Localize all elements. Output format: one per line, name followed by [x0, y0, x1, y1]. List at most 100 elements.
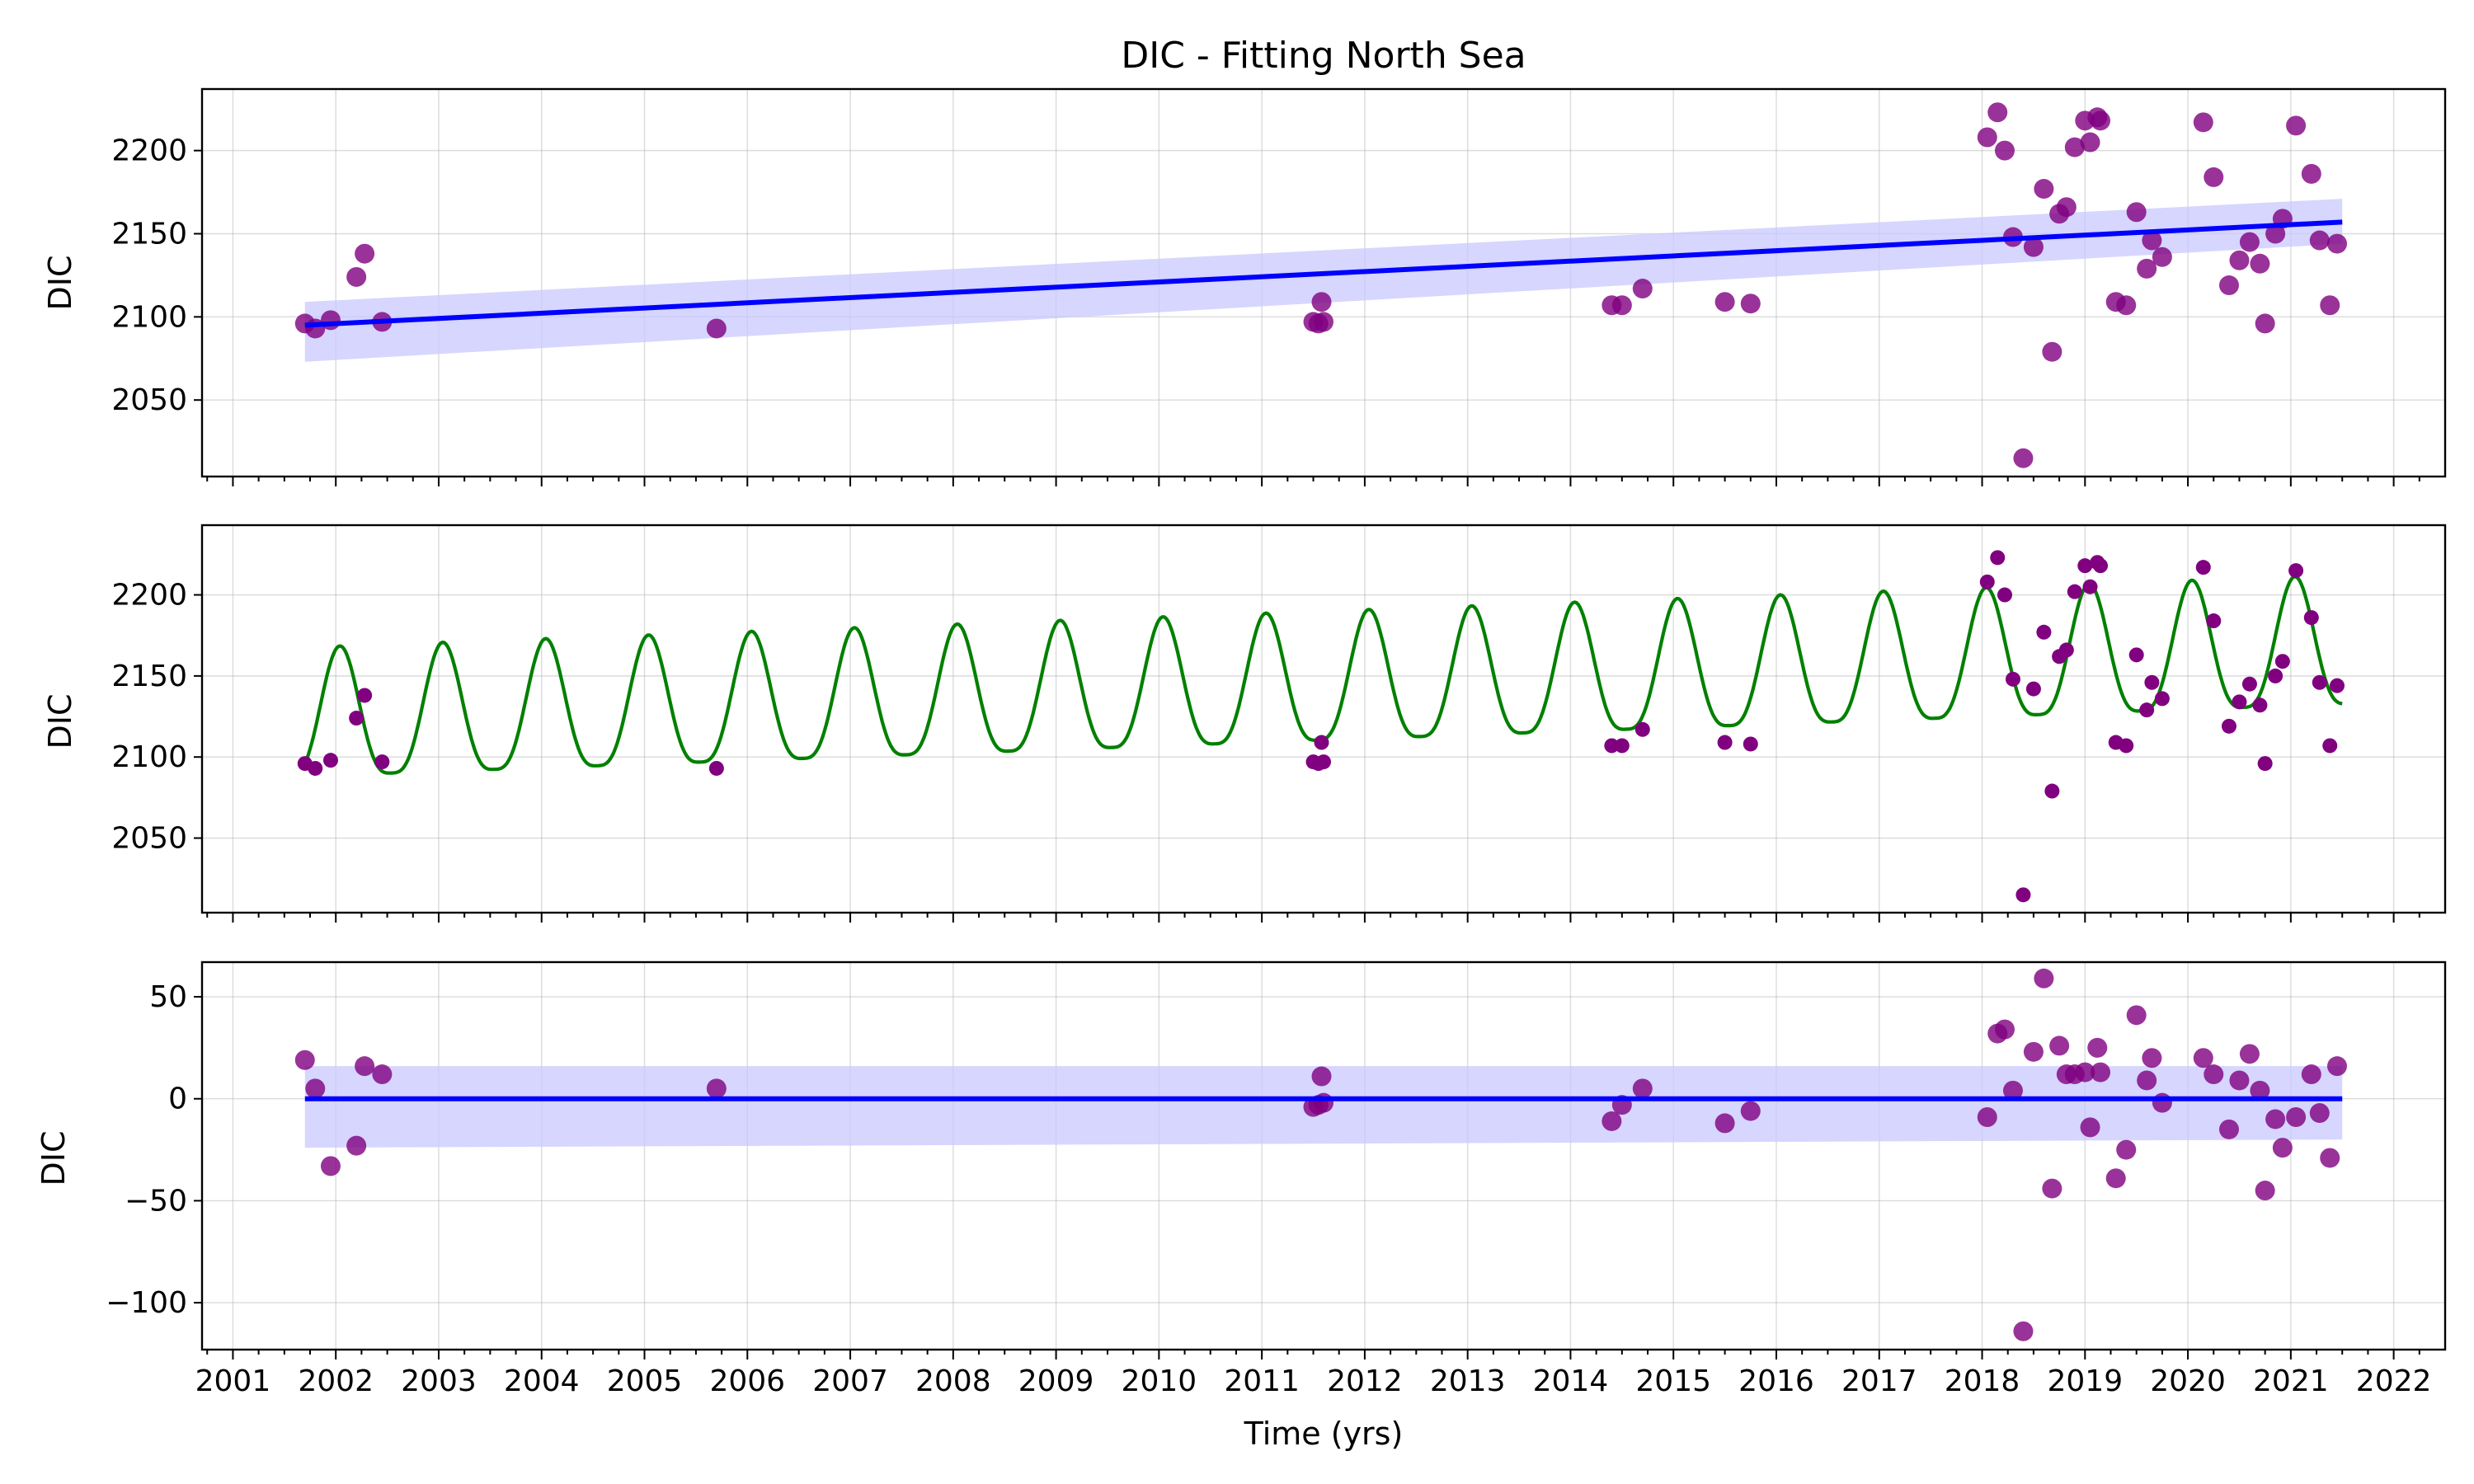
xtick-label: 2002 — [298, 1364, 374, 1398]
dic-point — [2128, 647, 2144, 663]
residual-point — [706, 1078, 727, 1099]
residual-point — [1994, 1019, 2015, 1040]
dic-point — [2250, 253, 2270, 274]
xtick-label: 2014 — [1533, 1364, 1609, 1398]
dic-point — [1997, 587, 2012, 603]
dic-point — [2013, 448, 2034, 468]
dic-point — [2218, 275, 2239, 296]
residual-point — [2255, 1181, 2275, 1201]
residual-point — [355, 1056, 375, 1077]
residual-point — [2137, 1070, 2157, 1091]
xtick-label: 2003 — [401, 1364, 477, 1398]
dic-point — [1614, 738, 1630, 754]
residual-point — [2075, 1062, 2095, 1082]
dic-point — [374, 754, 390, 770]
residual-point — [305, 1078, 326, 1099]
dic-point — [322, 753, 338, 768]
residual-point — [2152, 1092, 2172, 1113]
dic-point — [2142, 230, 2162, 251]
trend-fit-confidence-band — [304, 199, 2343, 362]
xtick-label: 2017 — [1841, 1364, 1917, 1398]
dic-point — [2206, 613, 2222, 629]
dic-point — [2025, 681, 2041, 697]
dic-point — [2320, 295, 2340, 316]
trend-fit-ytick-label: 2150 — [111, 217, 187, 251]
dic-point — [1632, 279, 1653, 299]
trend-fit-trend-line — [304, 219, 2343, 328]
residual-point — [2091, 1062, 2111, 1082]
xtick-label: 2022 — [2356, 1364, 2432, 1398]
dic-point — [2268, 668, 2284, 683]
trend-fit-frame — [200, 87, 2447, 478]
dic-point — [1990, 550, 2006, 566]
dic-point — [346, 266, 367, 287]
dic-point — [2080, 132, 2100, 153]
residual-point — [2320, 1148, 2340, 1168]
xtick-label: 2021 — [2253, 1364, 2329, 1398]
dic-point — [2252, 697, 2268, 713]
dic-point — [2329, 678, 2345, 693]
xtick-label: 2004 — [504, 1364, 580, 1398]
dic-point — [308, 760, 323, 776]
dic-point — [2034, 179, 2054, 200]
dic-point — [1994, 140, 2015, 161]
dic-point — [2116, 295, 2137, 316]
residual-point — [2229, 1070, 2250, 1091]
dic-point — [2288, 563, 2304, 579]
panel-seasonal-fit: DIC 2050 2100 2150 2200 — [42, 524, 2447, 923]
dic-point — [708, 760, 724, 776]
residual-point — [2301, 1064, 2321, 1085]
xtick-label: 2016 — [1738, 1364, 1814, 1398]
dic-point — [2058, 642, 2074, 658]
residual-point — [2272, 1138, 2293, 1158]
dic-point — [2193, 112, 2213, 133]
xtick-label: 2020 — [2150, 1364, 2226, 1398]
xtick-label: 2013 — [1430, 1364, 1506, 1398]
dic-point — [2326, 233, 2347, 254]
residuals-ytick-label: −50 — [125, 1184, 187, 1218]
panel-trend-fit-ylabel: DIC — [42, 255, 78, 310]
dic-point — [355, 243, 375, 264]
dic-point — [2309, 230, 2330, 251]
dic-point — [2056, 197, 2077, 218]
xtick-label: 2011 — [1224, 1364, 1300, 1398]
dic-point — [349, 711, 365, 726]
residual-point — [2193, 1048, 2213, 1068]
dic-point — [2015, 887, 2031, 903]
dic-point — [2232, 694, 2247, 710]
dic-point — [2005, 671, 2020, 687]
dic-point — [2312, 674, 2327, 690]
dic-point — [2077, 558, 2093, 574]
dic-point — [1714, 292, 1735, 312]
dic-point — [2144, 674, 2160, 690]
trend-fit-ytick-label: 2100 — [111, 300, 187, 334]
residual-point — [294, 1050, 315, 1070]
residual-point — [2049, 1036, 2070, 1056]
xtick-label: 2005 — [607, 1364, 683, 1398]
xtick-label: 2006 — [709, 1364, 785, 1398]
dic-point — [2204, 167, 2224, 187]
panel-residuals-ylabel: DIC — [35, 1130, 72, 1186]
dic-point — [2067, 584, 2082, 599]
dic-point — [2137, 258, 2157, 279]
dic-point — [2322, 738, 2338, 754]
residual-point — [2042, 1178, 2062, 1199]
dic-point — [2093, 558, 2109, 574]
dic-point — [1979, 574, 1995, 589]
dic-point — [2152, 247, 2172, 267]
residual-point — [2239, 1044, 2260, 1064]
residual-point — [2265, 1109, 2286, 1129]
residual-point — [2126, 1005, 2147, 1026]
dic-point — [1743, 736, 1758, 752]
dic-point — [2239, 232, 2260, 252]
dic-point — [2255, 313, 2275, 334]
dic-point — [2036, 624, 2052, 640]
seasonal-fit-ytick-label: 2150 — [111, 660, 187, 693]
residual-point — [2116, 1139, 2137, 1160]
residual-point — [372, 1064, 393, 1085]
residual-point — [1714, 1113, 1735, 1134]
dic-point — [2195, 560, 2211, 575]
residual-point — [2013, 1321, 2034, 1341]
dic-point — [2126, 202, 2147, 223]
xtick-label: 2015 — [1635, 1364, 1711, 1398]
